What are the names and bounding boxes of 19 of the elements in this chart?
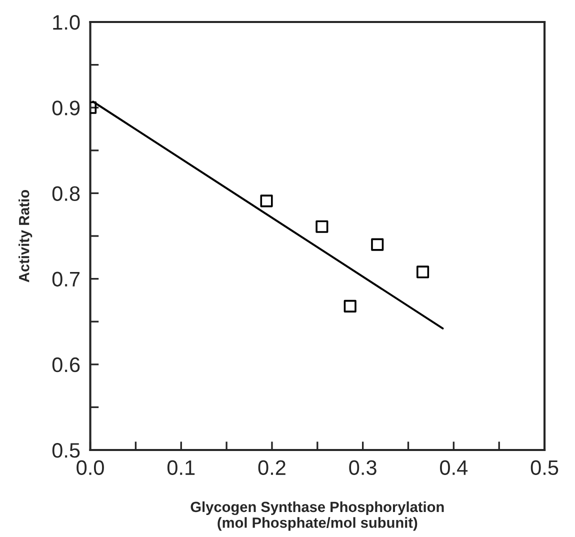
point [316,220,328,233]
y-tick-label: 0.8 [52,186,80,201]
text: 1.0 [53,15,80,30]
x-tick-label: 0.2 [258,460,286,476]
point [260,194,273,208]
y-tick-label: 0.5 [52,443,80,458]
y-axis-title: Activity Ratio [18,190,32,282]
point [416,266,430,278]
y-tick-label: 0.6 [52,357,80,372]
point [344,300,356,312]
x-tick-label: 0.3 [349,460,376,476]
y-tick-label: 0.9 [52,100,80,116]
x-axis-title: Glycogen Synthase Phosphorylation (mol Phosphate/mol subunit) [190,501,444,531]
point [371,238,384,251]
y-tick-label: 0.7 [52,272,80,287]
x-tick-label: 0.5 [530,460,558,476]
x-tick-label: 0.1 [167,460,195,476]
text: 0.0 [76,460,104,476]
x-tick-label: 0.4 [440,460,468,476]
